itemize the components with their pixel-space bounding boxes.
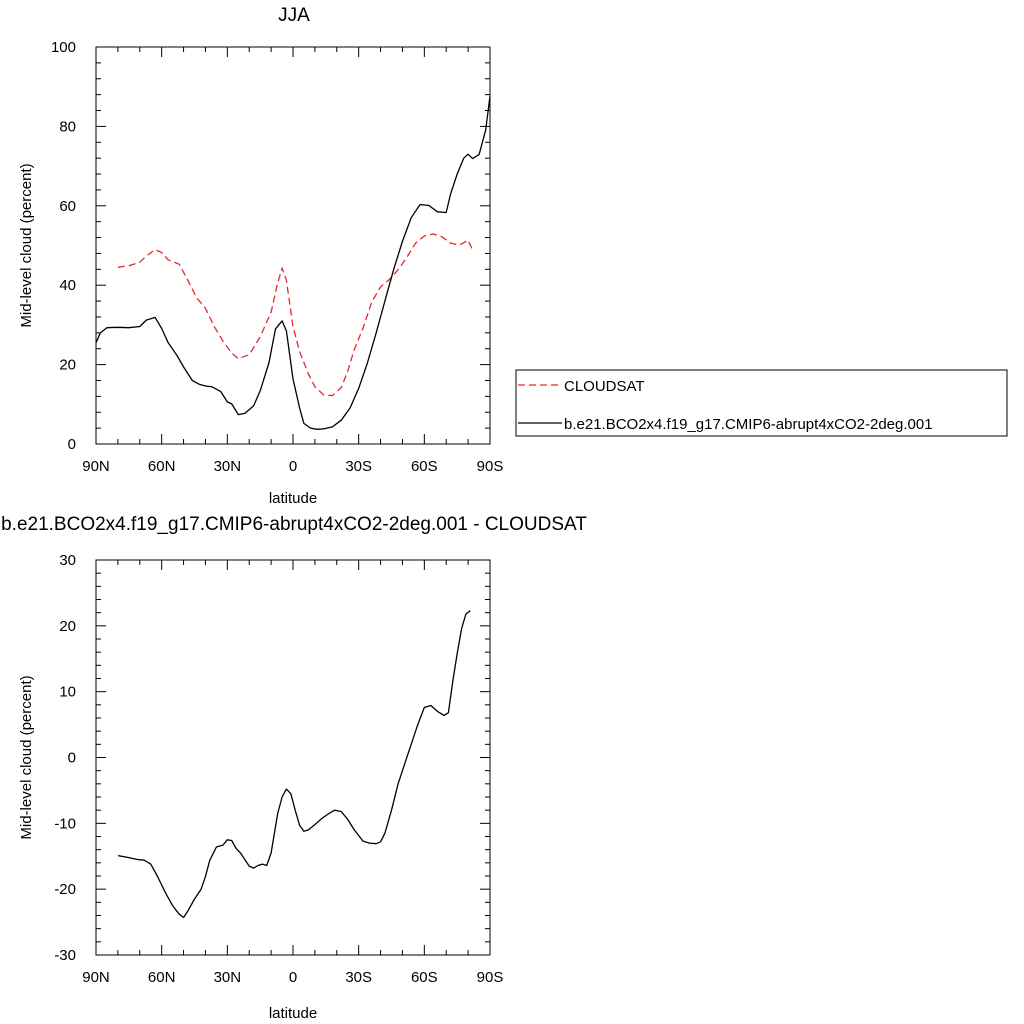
bottom-axis-ticks: 90N 60N 30N 0 30S 60S 90S -30 -20 -10 0 10 20 30 — [54, 552, 503, 986]
top-y-tick-label: 20 — [59, 357, 76, 374]
bottom-x-tick-label: 0 — [289, 969, 297, 986]
top-x-tick-label: 30N — [214, 458, 242, 475]
top-x-tick-label: 0 — [289, 458, 297, 475]
legend-label-model: b.e21.BCO2x4.f19_g17.CMIP6-abrupt4xCO2-2… — [564, 416, 933, 433]
top-series-line-0 — [117, 233, 474, 397]
bottom-chart-title: b.e21.BCO2x4.f19_g17.CMIP6-abrupt4xCO2-2… — [1, 514, 587, 535]
top-y-tick-label: 100 — [51, 39, 76, 56]
bottom-x-tick-label: 90N — [82, 969, 110, 986]
top-series — [95, 96, 491, 430]
bottom-series — [117, 610, 471, 919]
top-y-tick-label: 40 — [59, 277, 76, 294]
top-y-axis-label: Mid-level cloud (percent) — [18, 163, 35, 327]
bottom-x-tick-label: 60S — [411, 969, 438, 986]
top-x-tick-label: 60S — [411, 458, 438, 475]
top-y-tick-label: 0 — [68, 436, 76, 453]
bottom-y-tick-label: -30 — [54, 947, 76, 964]
bottom-x-tick-label: 30S — [345, 969, 372, 986]
top-x-tick-label: 90S — [477, 458, 504, 475]
bottom-y-tick-label: 0 — [68, 750, 76, 767]
bottom-x-tick-label: 90S — [477, 969, 504, 986]
bottom-y-tick-label: -20 — [54, 881, 76, 898]
top-x-tick-label: 60N — [148, 458, 176, 475]
bottom-y-axis-label: Mid-level cloud (percent) — [18, 675, 35, 839]
bottom-plot-frame — [95, 559, 491, 956]
top-x-axis-label: latitude — [269, 490, 317, 507]
bottom-x-tick-label: 30N — [214, 969, 242, 986]
bottom-x-tick-label: 60N — [148, 969, 176, 986]
legend: CLOUDSAT b.e21.BCO2x4.f19_g17.CMIP6-abru… — [515, 369, 1008, 437]
top-axis-ticks: 90N 60N 30N 0 30S 60S 90S 0 20 40 60 80 100 — [51, 39, 503, 475]
legend-box — [515, 369, 1008, 437]
bottom-y-tick-label: 30 — [59, 552, 76, 569]
bottom-y-tick-label: 10 — [59, 684, 76, 701]
top-x-tick-label: 90N — [82, 458, 110, 475]
top-plot-frame — [95, 46, 491, 445]
top-panel: JJA 90N 60N 30N 0 30S 60S 90S 0 20 40 60 80 100 lati… — [18, 5, 503, 507]
top-x-tick-label: 30S — [345, 458, 372, 475]
bottom-y-tick-label: -10 — [54, 815, 76, 832]
bottom-y-tick-label: 20 — [59, 618, 76, 635]
top-y-tick-label: 60 — [59, 198, 76, 215]
legend-label-cloudsat: CLOUDSAT — [564, 378, 645, 395]
bottom-series-line-0 — [117, 610, 471, 919]
top-series-line-1 — [95, 96, 491, 430]
top-y-tick-label: 80 — [59, 118, 76, 135]
bottom-panel: b.e21.BCO2x4.f19_g17.CMIP6-abrupt4xCO2-2… — [1, 514, 587, 1022]
top-chart-title: JJA — [278, 5, 310, 26]
bottom-x-axis-label: latitude — [269, 1005, 317, 1022]
